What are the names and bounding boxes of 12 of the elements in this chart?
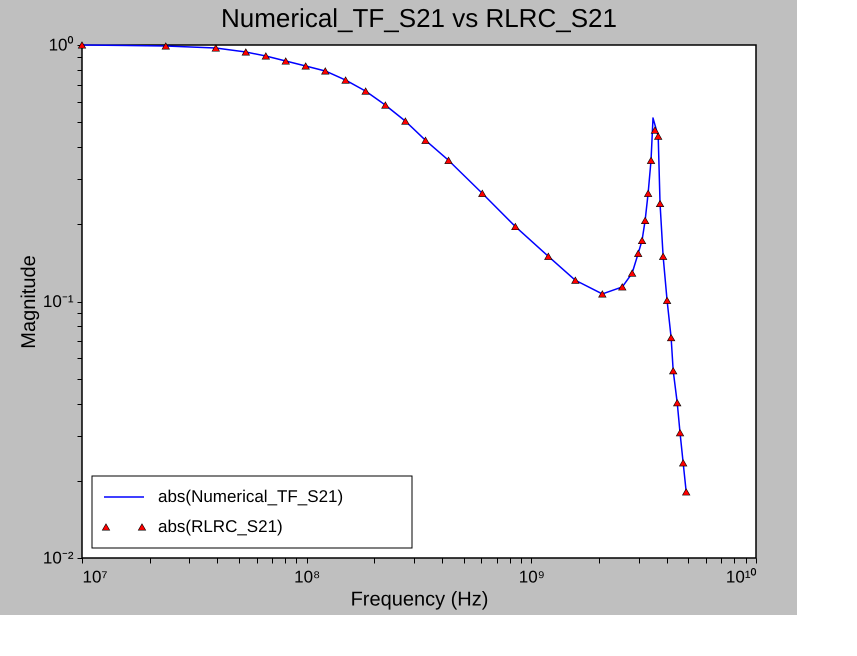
y-tick-label: 10⁰ <box>48 36 74 54</box>
x-tick-label: 10⁸ <box>294 568 320 586</box>
y-axis-title: Magnitude <box>18 255 40 349</box>
y-tick-label: 10⁻² <box>42 548 74 568</box>
y-tick-label: 10⁻¹ <box>42 292 74 311</box>
x-tick-label: 10¹⁰ <box>726 568 756 586</box>
legend-label: abs(Numerical_TF_S21) <box>158 487 344 506</box>
chart-title: Numerical_TF_S21 vs RLRC_S21 <box>221 3 617 33</box>
x-tick-label: 10⁹ <box>518 568 545 586</box>
x-axis-title: Frequency (Hz) <box>350 588 488 610</box>
legend-label: abs(RLRC_S21) <box>158 517 283 536</box>
x-tick-label: 10⁷ <box>82 568 108 586</box>
